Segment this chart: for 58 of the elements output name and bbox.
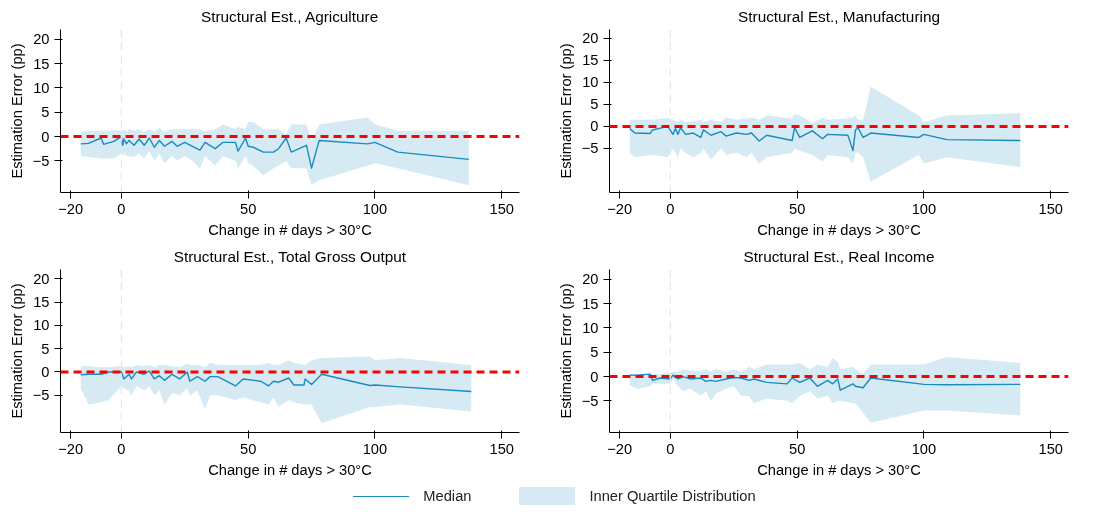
x-tick-label: 150 [489,200,514,217]
y-axis-title: Estimation Error (pp) [8,283,25,419]
y-tick-label: 15 [33,294,50,311]
x-tick-label: 0 [117,440,126,457]
x-tick-label: −20 [58,200,84,217]
y-tick-label: 15 [33,55,50,72]
y-tick-label: 5 [590,96,599,113]
x-tick-label: 50 [240,440,257,457]
x-tick-label: 150 [489,440,514,457]
y-tick-label: 5 [41,104,50,121]
y-tick-label: 20 [33,270,50,287]
y-tick-label: 10 [582,74,599,91]
x-tick-label: 100 [911,200,937,217]
chart-title: Structural Est., Total Gross Output [173,247,407,265]
y-axis-title: Estimation Error (pp) [8,43,25,179]
x-tick-label: 50 [789,440,806,457]
y-tick-label: 10 [33,79,50,96]
x-tick-label: 50 [240,200,257,217]
x-tick-label: −20 [58,440,84,457]
x-axis-title: Change in # days > 30°C [757,461,922,478]
y-tick-label: 5 [41,340,50,357]
y-tick-label: 20 [33,31,50,48]
y-tick-label: −5 [581,392,599,409]
x-axis-title: Change in # days > 30°C [208,461,373,478]
x-tick-label: 100 [911,440,937,457]
x-tick-label: −20 [607,200,633,217]
y-tick-label: 0 [41,128,50,145]
chart-title: Structural Est., Real Income [743,247,935,265]
y-tick-label: 15 [582,295,599,312]
x-tick-label: 0 [666,200,675,217]
y-tick-label: 15 [582,52,599,69]
x-tick-label: 100 [362,200,388,217]
x-tick-label: 50 [789,200,806,217]
y-axis-title: Estimation Error (pp) [557,283,574,419]
x-axis-title: Change in # days > 30°C [757,221,922,238]
x-tick-label: 150 [1038,440,1063,457]
chart-title: Structural Est., Agriculture [200,7,379,25]
y-tick-label: 0 [41,363,50,380]
text: Inner Quartile Distribution [589,487,756,504]
y-tick-label: −5 [581,140,599,157]
y-axis-title: Estimation Error (pp) [557,43,574,179]
y-tick-label: 20 [582,271,599,288]
y-tick-label: 5 [590,344,599,361]
y-tick-label: 0 [590,118,599,135]
x-tick-label: 100 [362,440,388,457]
x-tick-label: −20 [607,440,633,457]
legend-label: Median [423,487,472,504]
x-tick-label: 0 [117,200,126,217]
y-tick-label: −5 [32,387,50,404]
x-tick-label: 150 [1038,200,1063,217]
y-tick-label: −5 [32,152,50,169]
y-tick-label: 10 [33,317,50,334]
y-tick-label: 10 [582,319,599,336]
chart-title: Structural Est., Manufacturing [738,7,940,25]
y-tick-label: 0 [590,368,599,385]
y-tick-label: 20 [582,30,599,47]
x-axis-title: Change in # days > 30°C [208,221,373,238]
x-tick-label: 0 [666,440,675,457]
